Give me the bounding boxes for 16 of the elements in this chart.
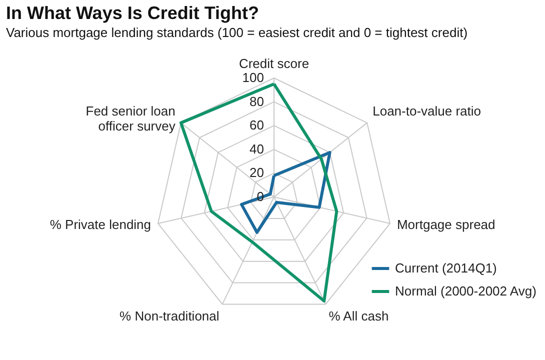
y-tick-label: 80 — [250, 94, 264, 109]
spoke-label: % Non-traditional — [120, 308, 220, 324]
y-tick-label: 100 — [242, 70, 264, 85]
chart-title: In What Ways Is Credit Tight? — [6, 3, 260, 23]
spoke-label: % Private lending — [50, 217, 152, 232]
spoke-label: Credit score — [238, 56, 310, 71]
y-tick-label: 40 — [250, 141, 264, 156]
y-tick-label: 20 — [250, 165, 264, 180]
legend-label: Current (2014Q1) — [395, 260, 497, 276]
spoke-label: Fed senior loan officer survey — [86, 103, 176, 134]
spoke-label: Loan-to-value ratio — [372, 103, 482, 118]
spoke-label: Mortgage spread — [396, 217, 496, 232]
chart-subtitle: Various mortgage lending standards (100 = easiest credit and 0 = tightest credit) — [6, 25, 468, 40]
spoke-label: % All cash — [328, 308, 389, 324]
legend-label: Normal (2000-2002 Avg) — [395, 284, 536, 298]
y-tick-label: 60 — [250, 118, 264, 133]
